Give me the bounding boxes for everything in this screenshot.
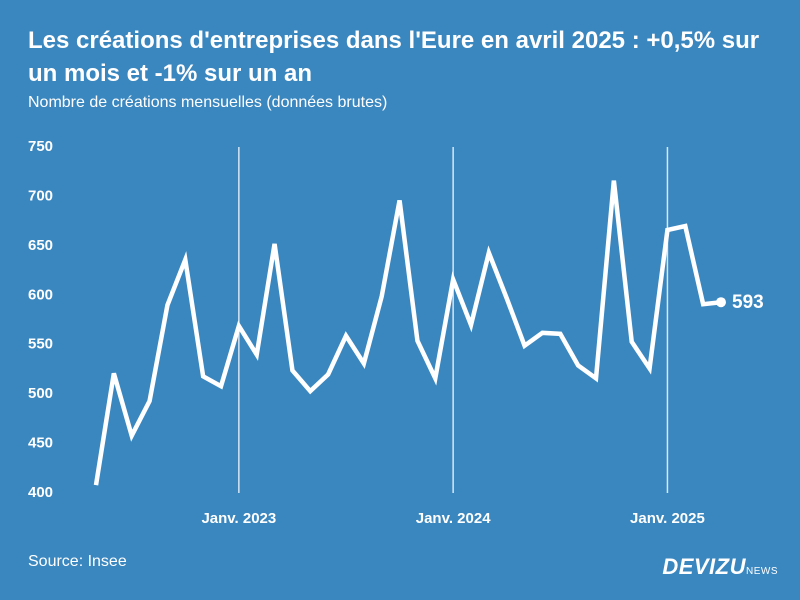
y-tick-label: 500 [28, 385, 53, 402]
y-tick-label: 450 [28, 435, 53, 452]
y-tick-label: 600 [28, 286, 53, 303]
brand-name: DEVIZU [662, 554, 746, 579]
y-tick-label: 650 [28, 237, 53, 254]
chart-title: Les créations d'entreprises dans l'Eure … [28, 27, 760, 87]
x-tick-label: Janv. 2024 [416, 510, 491, 527]
end-point [716, 297, 726, 308]
y-tick-label: 750 [28, 138, 53, 155]
y-tick-label: 550 [28, 336, 53, 353]
y-tick-label: 700 [28, 187, 53, 204]
y-tick-label: 400 [28, 484, 53, 501]
brand-suffix: NEWS [746, 566, 778, 577]
source: Source: Insee [28, 553, 127, 570]
brand: DEVIZUNEWS [662, 554, 778, 580]
x-tick-label: Janv. 2023 [201, 510, 276, 527]
chart-subtitle: Nombre de créations mensuelles (données … [28, 94, 388, 111]
end-value-label: 593 [732, 292, 764, 313]
data-line [93, 180, 722, 486]
x-tick-label: Janv. 2025 [630, 510, 705, 527]
